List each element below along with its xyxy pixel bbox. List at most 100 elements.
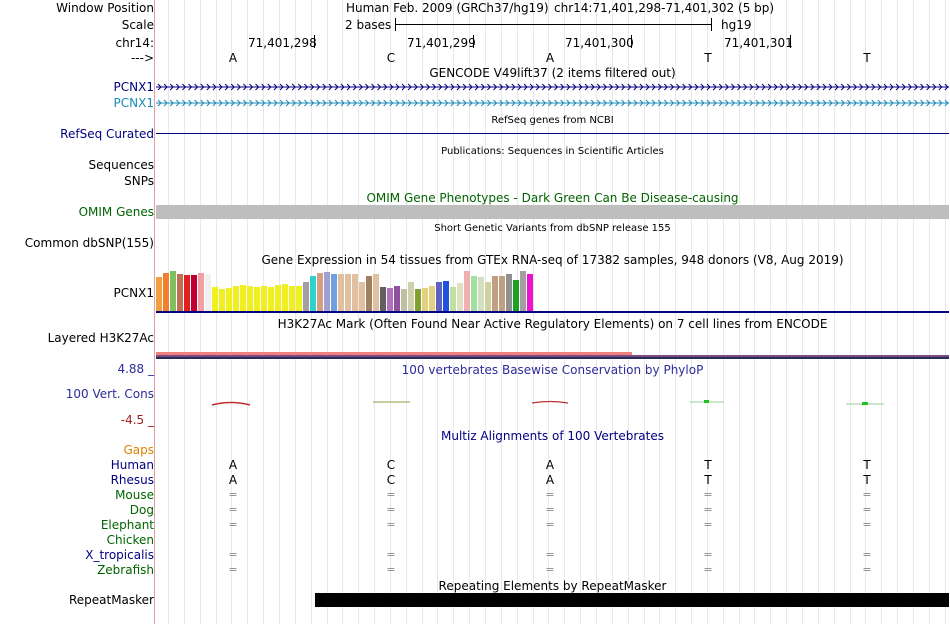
- gtex-tissue-bar[interactable]: [296, 286, 302, 311]
- gtex-gene-label[interactable]: PCNX1: [113, 286, 154, 300]
- repeatmasker-track-title: Repeating Elements by RepeatMasker: [438, 579, 667, 593]
- alignment-base: =: [862, 503, 872, 516]
- gtex-tissue-bar[interactable]: [471, 276, 477, 311]
- gtex-tissue-bar[interactable]: [261, 286, 267, 311]
- alignment-base: =: [703, 563, 713, 576]
- gtex-tissue-bar[interactable]: [457, 283, 463, 311]
- pcnx1-gene-label[interactable]: PCNX1: [113, 80, 154, 94]
- gtex-tissue-bar[interactable]: [380, 287, 386, 311]
- coordinate-label: 71,401,299: [407, 36, 476, 50]
- species-label[interactable]: Elephant: [100, 518, 154, 532]
- gtex-tissue-bar[interactable]: [338, 274, 344, 311]
- gtex-tissue-bar[interactable]: [415, 289, 421, 311]
- gtex-tissue-bar[interactable]: [527, 274, 533, 311]
- gtex-tissue-bar[interactable]: [436, 282, 442, 311]
- h3k27ac-label[interactable]: Layered H3K27Ac: [47, 331, 154, 345]
- gtex-tissue-bar[interactable]: [282, 284, 288, 311]
- omim-track-title: OMIM Gene Phenotypes - Dark Green Can Be…: [366, 191, 739, 205]
- gencode-track-title: GENCODE V49lift37 (2 items filtered out): [429, 66, 676, 80]
- species-label[interactable]: Mouse: [115, 488, 154, 502]
- omim-gene-bar[interactable]: [156, 205, 949, 219]
- gtex-tissue-bar[interactable]: [275, 285, 281, 311]
- pcnx1-transcript-2[interactable]: [156, 99, 949, 107]
- pcnx1-gene-label-2[interactable]: PCNX1: [113, 96, 154, 110]
- gtex-tissue-bar[interactable]: [177, 274, 183, 311]
- gtex-tissue-bar[interactable]: [499, 276, 505, 311]
- base-letter: T: [863, 51, 871, 65]
- gtex-tissue-bar[interactable]: [163, 273, 169, 311]
- gtex-tissue-bar[interactable]: [191, 275, 197, 311]
- gtex-tissue-bar[interactable]: [310, 276, 316, 311]
- multiz-track-title: Multiz Alignments of 100 Vertebrates: [440, 429, 665, 443]
- alignment-base: A: [545, 473, 555, 487]
- gtex-tissue-bar[interactable]: [492, 276, 498, 311]
- refseq-gene-line[interactable]: [156, 133, 949, 134]
- gtex-tissue-bar[interactable]: [464, 271, 470, 311]
- coordinate-label: 71,401,300: [565, 36, 634, 50]
- gtex-tissue-bar[interactable]: [170, 271, 176, 311]
- refseq-label[interactable]: RefSeq Curated: [60, 127, 154, 141]
- gaps-label[interactable]: Gaps: [123, 443, 154, 457]
- alignment-base: A: [228, 458, 238, 472]
- gtex-tissue-bar[interactable]: [513, 280, 519, 311]
- gtex-tissue-bar[interactable]: [394, 286, 400, 311]
- species-label[interactable]: Dog: [129, 503, 154, 517]
- strand-label: --->: [130, 51, 154, 65]
- repeatmasker-label[interactable]: RepeatMasker: [68, 593, 154, 607]
- species-label[interactable]: Rhesus: [110, 473, 154, 487]
- pcnx1-transcript-1[interactable]: [156, 83, 949, 91]
- alignment-base: =: [862, 548, 872, 561]
- gtex-tissue-bar[interactable]: [422, 288, 428, 311]
- gtex-tissue-bar[interactable]: [303, 282, 309, 311]
- gtex-tissue-bar[interactable]: [373, 274, 379, 311]
- snps-label[interactable]: SNPs: [124, 174, 154, 188]
- gtex-tissue-bar[interactable]: [520, 271, 526, 311]
- gtex-tissue-bar[interactable]: [485, 282, 491, 311]
- gtex-tissue-bar[interactable]: [240, 285, 246, 311]
- gtex-tissue-bar[interactable]: [429, 286, 435, 311]
- gtex-tissue-bar[interactable]: [450, 287, 456, 311]
- species-label[interactable]: Human: [110, 458, 154, 472]
- gtex-tissue-bar[interactable]: [366, 276, 372, 311]
- omim-label[interactable]: OMIM Genes: [78, 205, 154, 219]
- alignment-base: =: [703, 548, 713, 561]
- gtex-tissue-bar[interactable]: [205, 274, 211, 311]
- gtex-tissue-bar[interactable]: [254, 287, 260, 311]
- gtex-tissue-bar[interactable]: [198, 273, 204, 311]
- sequences-label[interactable]: Sequences: [88, 158, 154, 172]
- gtex-tissue-bar[interactable]: [247, 286, 253, 311]
- gtex-tissue-bar[interactable]: [443, 281, 449, 311]
- h3k27ac-track-title: H3K27Ac Mark (Often Found Near Active Re…: [277, 317, 828, 331]
- gtex-tissue-bar[interactable]: [219, 289, 225, 311]
- alignment-base: =: [703, 518, 713, 531]
- dbsnp-label[interactable]: Common dbSNP(155): [24, 236, 154, 250]
- gtex-tissue-bar[interactable]: [352, 274, 358, 311]
- cons-track-label[interactable]: 100 Vert. Cons: [65, 387, 154, 401]
- gtex-tissue-bar[interactable]: [387, 288, 393, 311]
- gtex-tissue-bar[interactable]: [268, 287, 274, 311]
- gtex-tissue-bar[interactable]: [324, 272, 330, 311]
- cons-max-value: 4.88 _: [117, 362, 154, 376]
- species-label[interactable]: X_tropicalis: [85, 548, 154, 562]
- gtex-tissue-bar[interactable]: [289, 286, 295, 311]
- alignment-base: A: [545, 458, 555, 472]
- gtex-tissue-bar[interactable]: [506, 274, 512, 311]
- gtex-tissue-bar[interactable]: [401, 289, 407, 311]
- species-label[interactable]: Chicken: [106, 533, 154, 547]
- gtex-tissue-bar[interactable]: [156, 277, 162, 311]
- gtex-tissue-bar[interactable]: [226, 288, 232, 311]
- gtex-tissue-bar[interactable]: [359, 282, 365, 311]
- base-letter: T: [704, 51, 712, 65]
- gtex-tissue-bar[interactable]: [408, 282, 414, 311]
- gtex-tissue-bar[interactable]: [478, 277, 484, 311]
- gtex-tissue-bar[interactable]: [233, 286, 239, 311]
- repeat-element-bar[interactable]: [315, 593, 949, 607]
- gtex-tissue-bar[interactable]: [345, 274, 351, 311]
- gtex-tissue-bar[interactable]: [184, 275, 190, 311]
- gtex-tissue-bar[interactable]: [212, 287, 218, 311]
- gtex-tissue-bar[interactable]: [317, 273, 323, 311]
- scale-label: Scale: [121, 18, 154, 32]
- gtex-tissue-bar[interactable]: [331, 274, 337, 311]
- alignment-base: =: [228, 548, 238, 561]
- species-label[interactable]: Zebrafish: [97, 563, 154, 577]
